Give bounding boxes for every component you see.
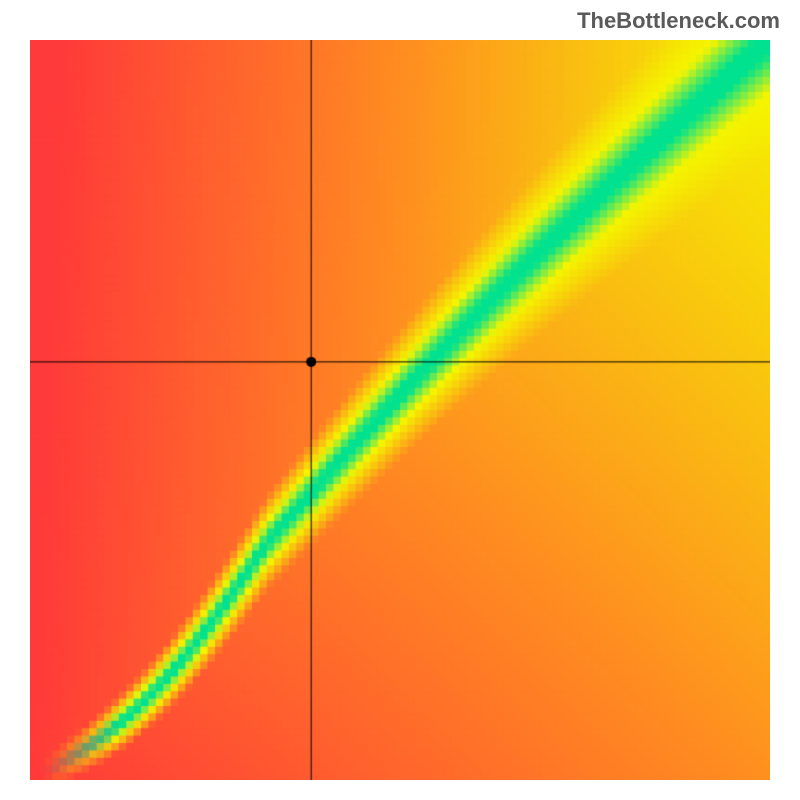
chart-container: TheBottleneck.com	[0, 0, 800, 800]
heatmap-canvas	[30, 40, 770, 780]
watermark-text: TheBottleneck.com	[577, 8, 780, 34]
plot-area	[30, 40, 770, 780]
